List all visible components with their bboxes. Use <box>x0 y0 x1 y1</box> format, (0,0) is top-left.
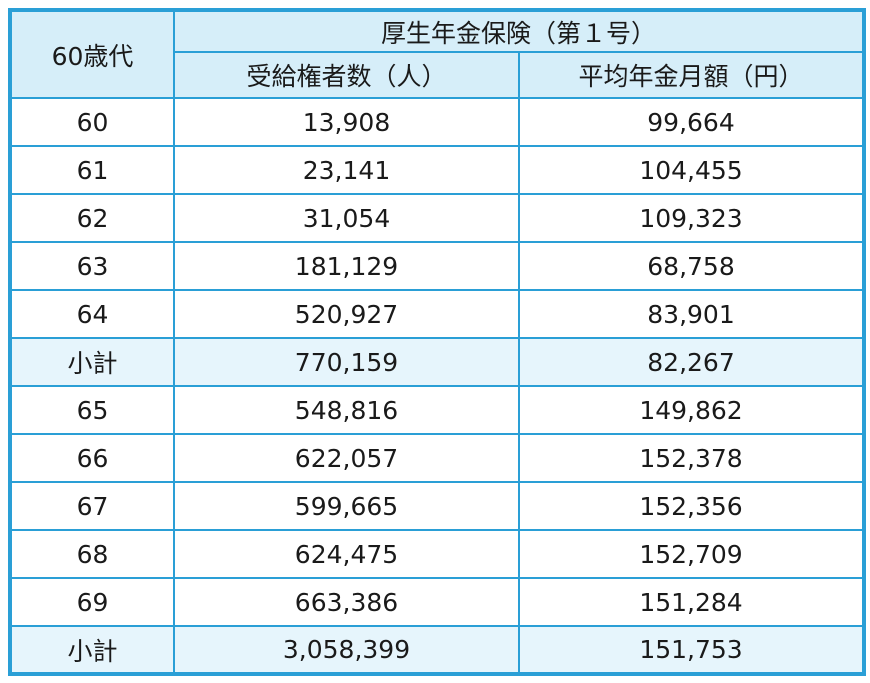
avg-monthly-cell: 109,323 <box>517 193 866 243</box>
recipients-cell: 31,054 <box>173 193 520 243</box>
recipients-cell: 23,141 <box>173 145 520 195</box>
insurance-group-header: 厚生年金保険（第１号） <box>172 9 866 53</box>
recipients-cell: 548,816 <box>173 385 520 435</box>
table-row: 66 622,057 152,378 <box>9 433 866 483</box>
recipients-cell: 3,058,399 <box>173 625 520 675</box>
avg-monthly-cell: 152,378 <box>517 433 866 483</box>
age-cell: 62 <box>9 193 175 243</box>
avg-monthly-cell: 152,709 <box>517 529 866 579</box>
age-cell: 66 <box>9 433 175 483</box>
table-row: 63 181,129 68,758 <box>9 241 866 291</box>
avg-monthly-cell: 68,758 <box>517 241 866 291</box>
subtotal-row: 小計 770,159 82,267 <box>9 337 866 387</box>
table-row: 69 663,386 151,284 <box>9 577 866 627</box>
recipients-cell: 622,057 <box>173 433 520 483</box>
table-body: 60 13,908 99,664 61 23,141 104,455 62 31,054 109… <box>9 97 866 675</box>
age-cell: 小計 <box>9 337 175 387</box>
age-cell: 67 <box>9 481 175 531</box>
recipients-cell: 599,665 <box>173 481 520 531</box>
table-row: 67 599,665 152,356 <box>9 481 866 531</box>
table-row: 61 23,141 104,455 <box>9 145 866 195</box>
age-group-header: 60歳代 <box>9 9 175 99</box>
subtotal-row: 小計 3,058,399 151,753 <box>9 625 866 675</box>
avg-monthly-cell: 151,284 <box>517 577 866 627</box>
recipients-cell: 181,129 <box>173 241 520 291</box>
avg-monthly-cell: 149,862 <box>517 385 866 435</box>
avg-monthly-column-header: 平均年金月額（円） <box>517 51 866 99</box>
age-cell: 61 <box>9 145 175 195</box>
recipients-cell: 520,927 <box>173 289 520 339</box>
table-row: 60 13,908 99,664 <box>9 97 866 147</box>
recipients-column-header: 受給権者数（人） <box>173 51 520 99</box>
age-cell: 60 <box>9 97 175 147</box>
recipients-cell: 13,908 <box>173 97 520 147</box>
age-cell: 69 <box>9 577 175 627</box>
avg-monthly-cell: 99,664 <box>517 97 866 147</box>
table-row: 68 624,475 152,709 <box>9 529 866 579</box>
avg-monthly-cell: 83,901 <box>517 289 866 339</box>
table-row: 65 548,816 149,862 <box>9 385 866 435</box>
avg-monthly-cell: 151,753 <box>517 625 866 675</box>
avg-monthly-cell: 152,356 <box>517 481 866 531</box>
age-cell: 63 <box>9 241 175 291</box>
avg-monthly-cell: 104,455 <box>517 145 866 195</box>
pension-table: 60歳代 厚生年金保険（第１号） 受給権者数（人） 平均年金月額（円） 60 13… <box>8 8 867 676</box>
avg-monthly-cell: 82,267 <box>517 337 866 387</box>
table-row: 64 520,927 83,901 <box>9 289 866 339</box>
recipients-cell: 770,159 <box>173 337 520 387</box>
recipients-cell: 624,475 <box>173 529 520 579</box>
age-cell: 64 <box>9 289 175 339</box>
table-row: 62 31,054 109,323 <box>9 193 866 243</box>
age-cell: 68 <box>9 529 175 579</box>
recipients-cell: 663,386 <box>173 577 520 627</box>
age-cell: 小計 <box>9 625 175 675</box>
age-cell: 65 <box>9 385 175 435</box>
